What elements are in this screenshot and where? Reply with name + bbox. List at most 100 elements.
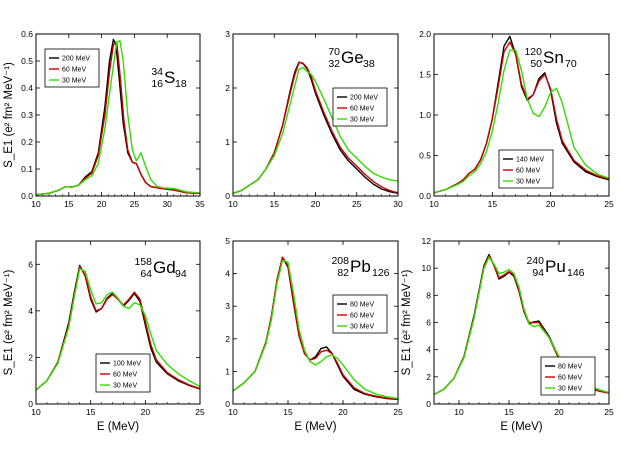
nucleus-symbol: Gd	[153, 258, 176, 277]
x-tick-label: 25	[604, 407, 614, 417]
y-tick-label: 4	[225, 269, 230, 279]
y-tick-label: 6	[426, 318, 431, 328]
series-30-mev	[233, 66, 398, 194]
nucleus-neutrons: 94	[175, 268, 187, 280]
legend: 80 MeV 60 MeV 30 MeV	[332, 294, 388, 334]
legend-label: 80 MeV	[350, 302, 374, 309]
x-tick-label: 10	[228, 199, 238, 209]
nucleus-mass: 34	[151, 66, 163, 78]
y-tick-label: 2	[225, 334, 230, 344]
legend-label: 30 MeV	[350, 324, 374, 331]
legend-label: 30 MeV	[62, 78, 86, 85]
plot-frame	[35, 240, 201, 405]
y-tick-label: 0.2	[21, 137, 33, 147]
x-tick-label: 25	[352, 199, 362, 209]
y-tick-label: 5	[225, 236, 230, 246]
x-tick-label: 35	[195, 199, 205, 209]
y-tick-label: 0.0	[419, 191, 431, 201]
y-tick-label: 0	[225, 191, 230, 201]
x-axis-label: E (MeV)	[294, 421, 336, 433]
x-tick-label: 30	[162, 199, 172, 209]
plot-frame	[433, 33, 610, 197]
x-tick-label: 20	[546, 199, 556, 209]
y-tick-label: 6	[28, 259, 33, 269]
panel-sn-120: 10 15 20 25 0.0 0.5 1.0 1.5 2.0 140 MeV 60 MeV 30 M…	[419, 29, 614, 209]
legend-label: 140 MeV	[516, 157, 544, 164]
y-tick-label: 8	[426, 290, 431, 300]
legend: 200 MeV 60 MeV 30 MeV	[332, 87, 388, 127]
x-tick-label: 15	[270, 199, 280, 209]
x-axis-label: E (MeV)	[97, 421, 139, 433]
y-tick-label: 10	[422, 263, 432, 273]
x-tick-label: 15	[283, 407, 293, 417]
y-tick-label: 2	[225, 83, 230, 93]
nucleus-symbol: Pu	[545, 257, 566, 276]
y-tick-label: 0.3	[21, 110, 33, 120]
nucleus-charge: 82	[337, 267, 349, 279]
y-axis-label: S_E1 (e² fm² MeV⁻¹)	[401, 269, 413, 375]
y-tick-label: 12	[422, 236, 432, 246]
y-tick-label: 2	[426, 372, 431, 382]
nucleus-charge: 16	[151, 78, 163, 90]
nucleus-charge: 64	[140, 268, 152, 280]
legend-label: 30 MeV	[558, 386, 582, 393]
nucleus-mass: 158	[134, 256, 152, 268]
legend-label: 200 MeV	[350, 95, 378, 102]
nucleus-symbol: S	[164, 68, 175, 87]
x-tick-label: 25	[604, 199, 614, 209]
legend-label: 100 MeV	[113, 361, 141, 368]
x-tick-label: 25	[130, 199, 140, 209]
legend-label: 60 MeV	[558, 375, 582, 382]
series-30-mev	[36, 268, 200, 391]
y-tick-label: 1	[225, 137, 230, 147]
x-tick-label: 20	[97, 199, 107, 209]
x-tick-label: 25	[393, 407, 403, 417]
x-tick-label: 10	[228, 407, 238, 417]
legend-label: 60 MeV	[350, 313, 374, 320]
y-tick-label: 0	[426, 399, 431, 409]
plot-frame	[35, 33, 201, 197]
x-tick-label: 20	[141, 407, 151, 417]
x-tick-label: 15	[504, 407, 514, 417]
y-axis-label: S_E1 (e² fm² MeV⁻¹)	[3, 62, 15, 168]
y-axis-label: S_E1 (e² fm² MeV⁻¹)	[3, 269, 15, 375]
nucleus-charge: 32	[328, 58, 340, 70]
nucleus-neutrons: 146	[567, 267, 585, 279]
y-tick-label: 3	[225, 301, 230, 311]
x-tick-label: 20	[554, 407, 564, 417]
series-30-mev	[233, 259, 398, 400]
nucleus-mass: 208	[331, 255, 349, 267]
y-tick-label: 0	[28, 399, 33, 409]
plot-frame	[232, 240, 399, 405]
y-tick-label: 1.0	[419, 110, 431, 120]
legend: 100 MeV 60 MeV 30 MeV	[95, 353, 151, 393]
legend-label: 60 MeV	[350, 106, 374, 113]
y-tick-label: 0.1	[21, 164, 33, 174]
x-tick-label: 15	[64, 199, 74, 209]
legend: 80 MeV 60 MeV 30 MeV	[540, 356, 596, 396]
nucleus-neutrons: 126	[372, 267, 390, 279]
nucleus-mass: 120	[524, 46, 542, 58]
legend: 200 MeV 60 MeV 30 MeV	[44, 48, 100, 88]
x-tick-label: 10	[429, 199, 439, 209]
y-tick-label: 3	[225, 29, 230, 39]
nucleus-neutrons: 38	[363, 58, 375, 70]
series-30-mev	[434, 49, 609, 194]
legend-label: 80 MeV	[558, 364, 582, 371]
nucleus-symbol: Sn	[543, 48, 564, 67]
x-tick-label: 15	[86, 407, 96, 417]
y-tick-label: 2.0	[419, 29, 431, 39]
nucleus-charge: 94	[532, 267, 544, 279]
series-60-mev	[434, 41, 609, 194]
x-tick-label: 20	[311, 199, 321, 209]
x-tick-label: 30	[393, 199, 403, 209]
nucleus-charge: 50	[530, 58, 542, 70]
panel-s-34: 10 15 20 25 30 35 0.0 0.1 0.2 0.3 0.4 0.5 0.6 200 MeV…	[3, 29, 205, 209]
